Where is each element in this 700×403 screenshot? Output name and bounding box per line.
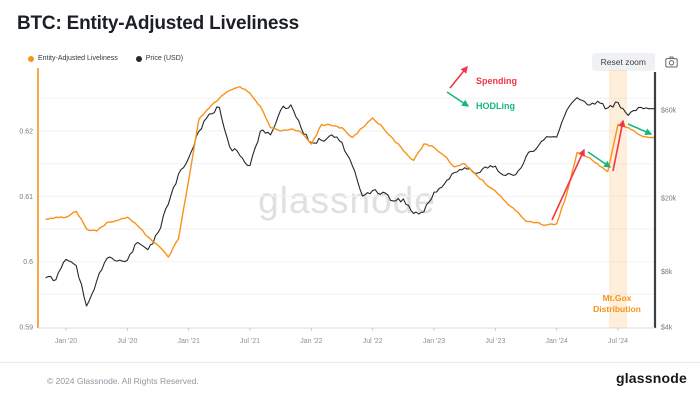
page-title: BTC: Entity-Adjusted Liveliness — [17, 13, 300, 34]
left-axis-tick-label: 0.62 — [19, 129, 33, 136]
legend-dot-liveliness-icon — [28, 55, 34, 62]
spending-annotation-label: Spending — [476, 76, 517, 86]
x-axis-tick-label: Jan '23 — [423, 338, 445, 345]
hodling-annotation-label: HODLing — [476, 101, 515, 111]
right-axis-tick-label: $60k — [661, 108, 677, 115]
footer-divider — [0, 362, 700, 363]
left-axis-tick-label: 0.59 — [19, 325, 33, 332]
spending-arrow-2 — [612, 119, 626, 172]
camera-button[interactable] — [665, 56, 678, 68]
right-axis-tick-label: $8k — [661, 269, 673, 276]
x-axis-tick-label: Jul '21 — [240, 338, 260, 345]
x-axis-tick-label: Jul '23 — [485, 338, 505, 345]
chart-legend: Entity-Adjusted Liveliness Price (USD) — [28, 55, 183, 62]
legend-label-liveliness: Entity-Adjusted Liveliness — [38, 55, 118, 62]
spending-legend-arrow — [449, 65, 468, 89]
mtgox-band — [609, 70, 627, 328]
plot-area[interactable] — [38, 68, 655, 328]
right-axis-tick-label: $4k — [661, 325, 673, 332]
legend-label-price: Price (USD) — [145, 55, 184, 62]
glassnode-watermark: glassnode — [258, 180, 436, 222]
mtgox-annotation-line2: Distribution — [593, 304, 641, 314]
legend-item-liveliness[interactable]: Entity-Adjusted Liveliness — [28, 55, 118, 62]
chart-toolbar: Reset zoom — [591, 53, 678, 71]
x-axis-tick-label: Jan '21 — [178, 338, 200, 345]
left-axis-tick-label: 0.6 — [23, 259, 33, 266]
spending-arrow-1 — [551, 148, 585, 221]
camera-icon — [665, 56, 678, 68]
chart-dynamic-layers: 0.59 0.6 0.61 0.62 $4k $8k $20k $60k Jan '20 Jul … — [19, 65, 677, 345]
reset-zoom-button[interactable]: Reset zoom — [591, 53, 655, 71]
x-axis-tick-label: Jan '22 — [300, 338, 322, 345]
footer-copyright: © 2024 Glassnode. All Rights Reserved. — [47, 376, 199, 386]
x-axis-tick-label: Jul '24 — [608, 338, 628, 345]
x-axis-tick-label: Jul '20 — [117, 338, 137, 345]
x-axis-tick-label: Jan '24 — [546, 338, 568, 345]
hodling-arrow-2 — [627, 123, 653, 136]
x-axis-tick-label: Jul '22 — [363, 338, 383, 345]
x-axis-tick-label: Jan '20 — [55, 338, 77, 345]
left-axis-tick-label: 0.61 — [19, 194, 33, 201]
hodling-arrow-1 — [587, 151, 612, 168]
right-axis-tick-label: $20k — [661, 196, 677, 203]
legend-item-price[interactable]: Price (USD) — [135, 55, 184, 62]
glassnode-logo: glassnode — [615, 370, 687, 386]
price-line — [45, 97, 655, 307]
legend-dot-price-icon — [135, 55, 142, 62]
mtgox-annotation-line1: Mt.Gox — [603, 293, 632, 303]
liveliness-line — [45, 85, 655, 258]
hodling-legend-arrow — [446, 91, 470, 107]
